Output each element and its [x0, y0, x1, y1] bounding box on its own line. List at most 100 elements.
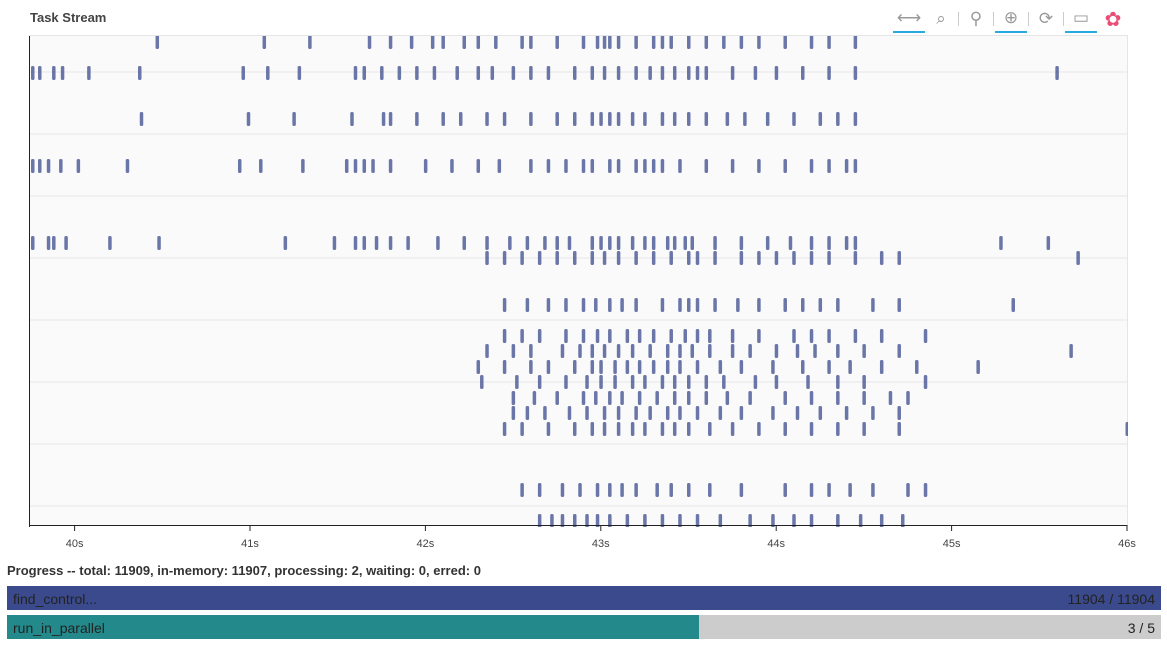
task-rect[interactable] — [753, 375, 758, 389]
task-rect[interactable] — [581, 298, 586, 312]
task-rect[interactable] — [678, 514, 682, 527]
task-rect[interactable] — [730, 66, 735, 80]
task-rect[interactable] — [52, 236, 56, 250]
task-rect[interactable] — [494, 36, 498, 49]
task-rect[interactable] — [792, 329, 796, 343]
task-rect[interactable] — [520, 329, 524, 343]
task-rect[interactable] — [259, 159, 263, 173]
task-rect[interactable] — [844, 236, 849, 250]
task-rect[interactable] — [783, 391, 787, 405]
task-rect[interactable] — [783, 298, 787, 312]
task-rect[interactable] — [801, 298, 805, 312]
task-rect[interactable] — [725, 112, 730, 126]
task-rect[interactable] — [546, 66, 551, 80]
task-rect[interactable] — [520, 251, 524, 265]
task-rect[interactable] — [900, 514, 905, 527]
task-rect[interactable] — [687, 422, 691, 436]
task-rect[interactable] — [923, 375, 928, 389]
task-rect[interactable] — [616, 66, 621, 80]
task-rect[interactable] — [713, 251, 717, 265]
task-rect[interactable] — [651, 251, 656, 265]
task-rect[interactable] — [725, 391, 730, 405]
task-rect[interactable] — [739, 406, 744, 420]
task-rect[interactable] — [616, 159, 621, 173]
task-rect[interactable] — [827, 36, 831, 49]
task-stream-plot[interactable] — [29, 35, 1128, 527]
task-rect[interactable] — [748, 344, 752, 358]
task-rect[interactable] — [687, 375, 691, 389]
task-rect[interactable] — [529, 344, 533, 358]
task-rect[interactable] — [362, 159, 367, 173]
task-rect[interactable] — [590, 112, 595, 126]
task-rect[interactable] — [520, 36, 524, 49]
task-rect[interactable] — [853, 251, 858, 265]
task-rect[interactable] — [871, 298, 875, 312]
task-rect[interactable] — [690, 236, 695, 250]
task-rect[interactable] — [46, 159, 51, 173]
task-rect[interactable] — [844, 159, 849, 173]
task-rect[interactable] — [362, 236, 367, 250]
task-rect[interactable] — [897, 344, 901, 358]
task-rect[interactable] — [809, 391, 814, 405]
task-rect[interactable] — [502, 298, 507, 312]
task-rect[interactable] — [602, 251, 607, 265]
task-rect[interactable] — [581, 329, 586, 343]
task-rect[interactable] — [520, 422, 524, 436]
task-rect[interactable] — [809, 483, 814, 497]
task-rect[interactable] — [502, 112, 507, 126]
task-rect[interactable] — [774, 344, 779, 358]
task-rect[interactable] — [608, 236, 612, 250]
task-rect[interactable] — [718, 360, 723, 374]
task-rect[interactable] — [771, 406, 775, 420]
task-rect[interactable] — [836, 298, 840, 312]
task-rect[interactable] — [665, 360, 670, 374]
task-rect[interactable] — [637, 360, 642, 374]
task-rect[interactable] — [602, 66, 607, 80]
task-rect[interactable] — [897, 406, 901, 420]
task-rect[interactable] — [508, 236, 512, 250]
task-rect[interactable] — [138, 66, 142, 80]
task-rect[interactable] — [844, 406, 849, 420]
task-rect[interactable] — [572, 112, 577, 126]
task-rect[interactable] — [616, 112, 621, 126]
task-rect[interactable] — [108, 236, 112, 250]
task-rect[interactable] — [537, 375, 542, 389]
task-rect[interactable] — [708, 344, 712, 358]
task-rect[interactable] — [630, 344, 635, 358]
task-rect[interactable] — [634, 251, 638, 265]
task-rect[interactable] — [415, 66, 419, 80]
task-rect[interactable] — [60, 66, 65, 80]
task-rect[interactable] — [31, 159, 35, 173]
task-rect[interactable] — [625, 514, 630, 527]
task-rect[interactable] — [31, 66, 35, 80]
task-rect[interactable] — [630, 236, 635, 250]
task-rect[interactable] — [678, 344, 682, 358]
task-rect[interactable] — [836, 375, 840, 389]
task-rect[interactable] — [678, 298, 682, 312]
task-rect[interactable] — [620, 483, 624, 497]
task-rect[interactable] — [730, 344, 735, 358]
task-rect[interactable] — [1055, 66, 1059, 80]
task-rect[interactable] — [546, 298, 551, 312]
task-rect[interactable] — [87, 66, 91, 80]
task-rect[interactable] — [853, 36, 858, 49]
task-rect[interactable] — [630, 375, 635, 389]
task-rect[interactable] — [520, 483, 524, 497]
task-rect[interactable] — [620, 298, 624, 312]
task-rect[interactable] — [669, 483, 673, 497]
task-rect[interactable] — [757, 251, 761, 265]
task-rect[interactable] — [555, 391, 559, 405]
task-rect[interactable] — [572, 422, 577, 436]
task-rect[interactable] — [665, 236, 670, 250]
task-rect[interactable] — [672, 112, 677, 126]
task-rect[interactable] — [594, 391, 598, 405]
task-rect[interactable] — [599, 236, 603, 250]
task-rect[interactable] — [441, 112, 445, 126]
task-rect[interactable] — [672, 391, 677, 405]
task-rect[interactable] — [529, 112, 533, 126]
task-rect[interactable] — [572, 66, 577, 80]
task-rect[interactable] — [827, 483, 831, 497]
task-rect[interactable] — [730, 422, 735, 436]
task-rect[interactable] — [155, 36, 160, 49]
task-rect[interactable] — [555, 251, 559, 265]
